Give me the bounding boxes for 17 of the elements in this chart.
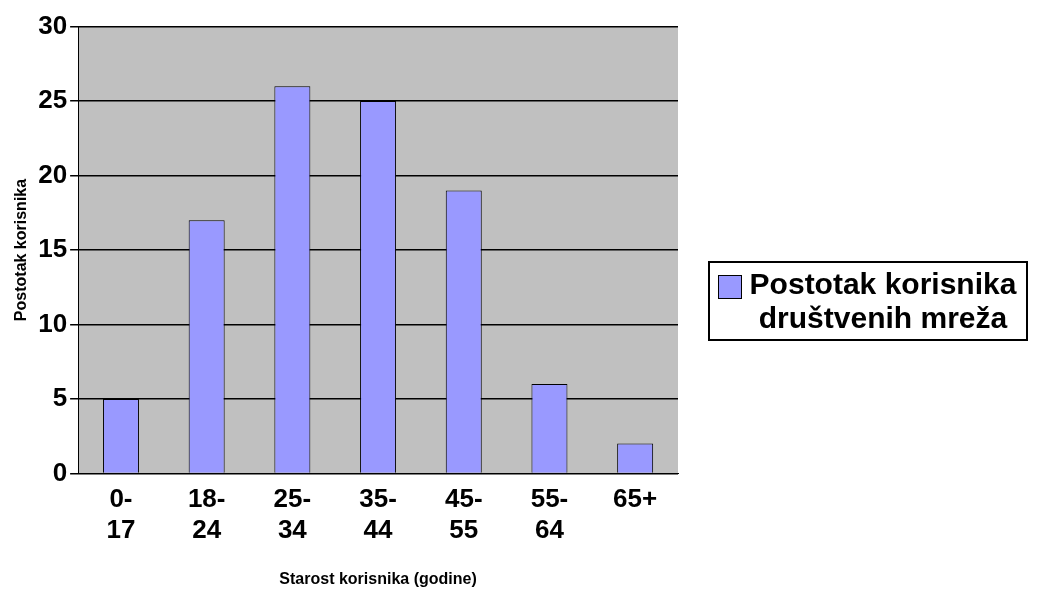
y-tick-label: 10 (38, 307, 68, 338)
x-tick-label: 18-24 (187, 483, 226, 545)
y-tick-label: 25 (38, 84, 68, 115)
x-axis-title: Starost korisnika (godine) (279, 569, 477, 587)
y-tick-label: 0 (52, 456, 68, 487)
y-tick-label: 20 (38, 158, 68, 189)
y-tick-label: 5 (52, 382, 68, 413)
x-tick-label: 65+ (613, 483, 658, 514)
legend-label: Postotak korisnika društvenih mreža (748, 266, 1018, 335)
x-tick-label: 35-44 (359, 483, 397, 545)
x-tick-label: 55-64 (530, 483, 569, 545)
y-axis-title: Postotak korisnika (12, 178, 30, 322)
y-tick-label: 30 (38, 9, 68, 40)
x-tick-label: 45-55 (444, 483, 483, 545)
x-tick-label: 25-34 (273, 483, 312, 545)
y-tick-label: 15 (38, 233, 68, 264)
x-tick-label: 0-17 (106, 483, 136, 545)
